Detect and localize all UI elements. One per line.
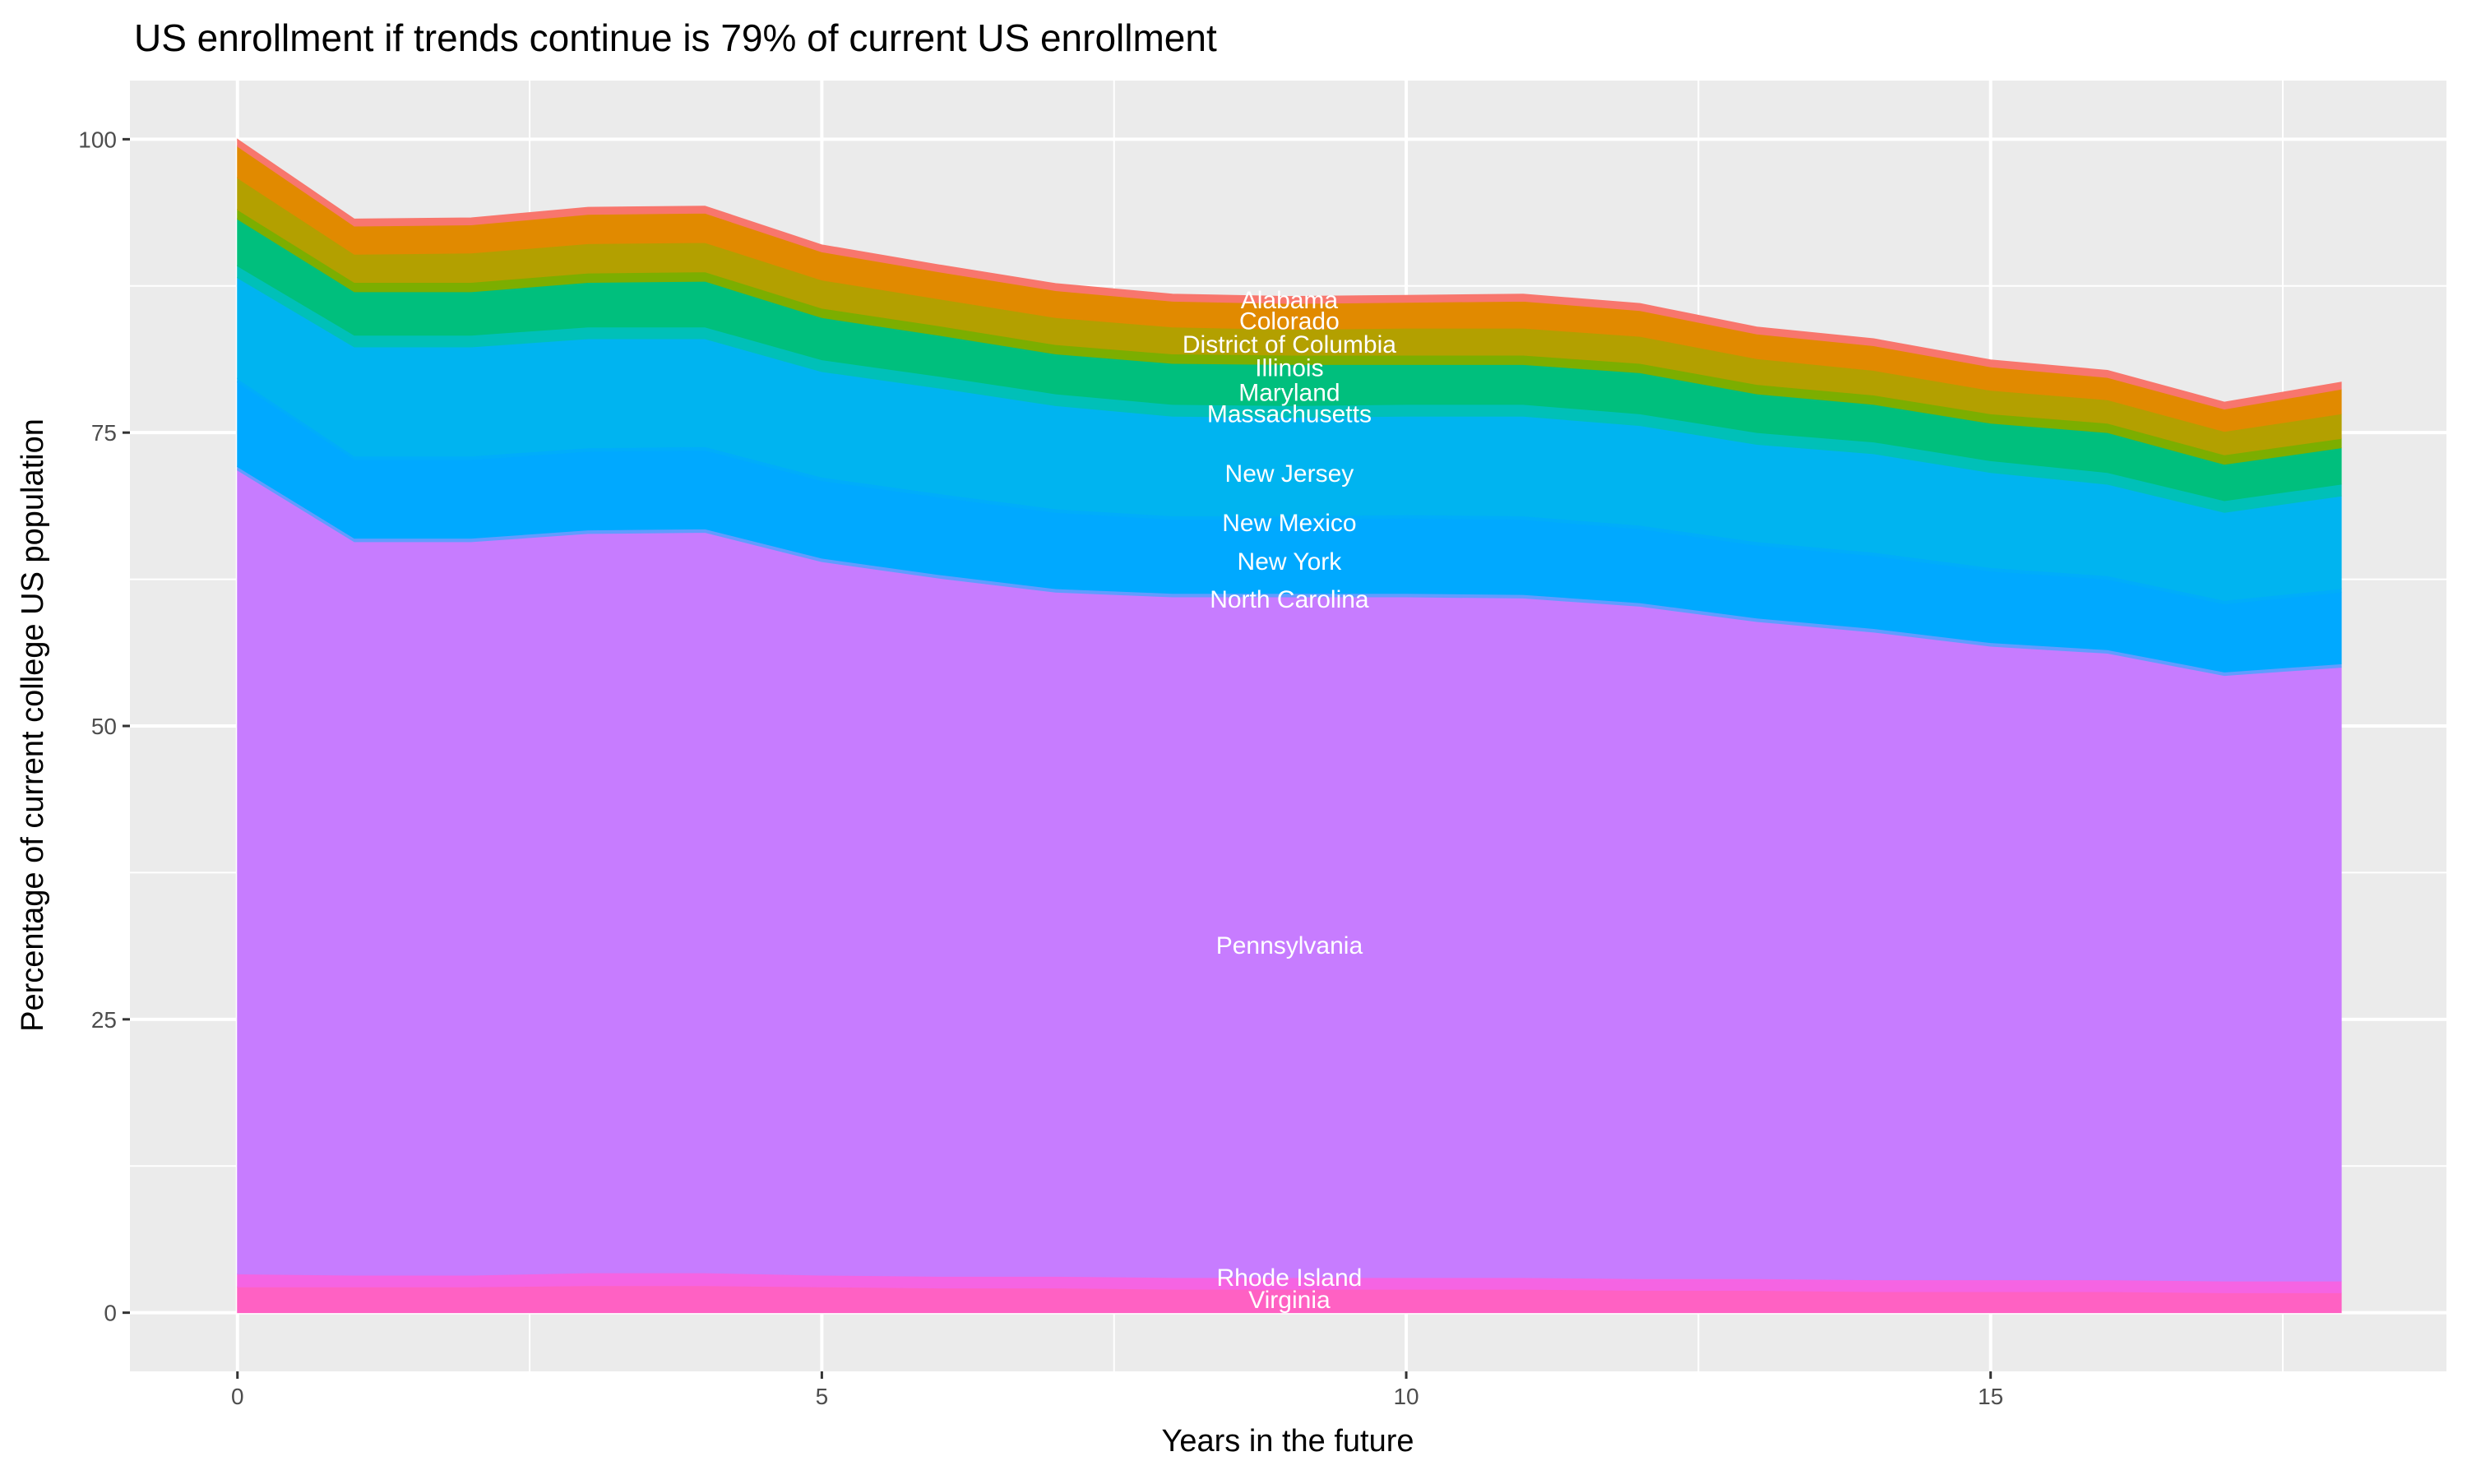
x-tick-label: 5 [816, 1384, 829, 1409]
series-label: North Carolina [1210, 586, 1369, 613]
y-tick-label: 25 [91, 1007, 117, 1033]
series-label: Colorado [1239, 308, 1340, 335]
chart-title: US enrollment if trends continue is 79% … [134, 16, 1217, 59]
series-label: Alabama [1241, 287, 1339, 314]
series-label: Rhode Island [1217, 1264, 1363, 1292]
series-label: Virginia [1248, 1287, 1331, 1314]
x-tick-label: 0 [231, 1384, 244, 1409]
axes: 0 5 10 15 0 25 50 75 100 [78, 127, 2003, 1409]
series-label: Illinois [1255, 355, 1323, 382]
y-tick-label: 100 [78, 127, 117, 152]
y-axis-title: Percentage of current college US populat… [16, 418, 50, 1032]
series-label: Maryland [1238, 380, 1340, 407]
series-label: New York [1238, 548, 1343, 576]
area-layers [237, 138, 2342, 1314]
series-label: Pennsylvania [1216, 932, 1363, 959]
x-tick-label: 10 [1393, 1384, 1419, 1409]
x-axis-title: Years in the future [1161, 1424, 1414, 1459]
area-alabama [237, 138, 2342, 410]
series-label: Massachusetts [1207, 400, 1372, 428]
y-tick-label: 50 [91, 714, 117, 739]
x-tick-label: 15 [1978, 1384, 2003, 1409]
series-label: New Jersey [1225, 460, 1354, 488]
series-label: New Mexico [1222, 510, 1356, 537]
y-tick-label: 0 [104, 1301, 117, 1326]
y-tick-label: 75 [91, 420, 117, 446]
series-label: District of Columbia [1183, 331, 1396, 358]
